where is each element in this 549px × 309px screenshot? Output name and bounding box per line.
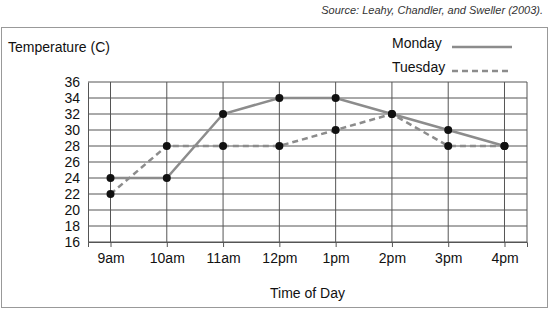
x-tick-label: 10am <box>150 250 185 266</box>
data-point <box>444 126 452 134</box>
series-line <box>111 114 505 194</box>
y-axis-title: Temperature (C) <box>8 39 110 55</box>
grid-line <box>88 130 527 131</box>
grid-line-vertical <box>166 82 167 242</box>
x-tick-mark <box>223 242 224 247</box>
x-tick-label: 9am <box>97 250 124 266</box>
y-tick-label: 24 <box>64 170 80 186</box>
data-point <box>275 142 283 150</box>
x-tick-label: 1pm <box>323 250 350 266</box>
x-tick-mark <box>504 242 505 247</box>
y-tick-label: 20 <box>64 202 80 218</box>
data-point <box>107 190 115 198</box>
legend-label: Tuesday <box>392 59 445 75</box>
y-tick-label: 16 <box>64 234 80 250</box>
y-tick-label: 36 <box>64 74 80 90</box>
data-point <box>332 94 340 102</box>
grid-line <box>88 82 527 83</box>
x-tick-label: 12pm <box>262 250 297 266</box>
grid-line-vertical <box>335 82 336 242</box>
y-tick-label: 32 <box>64 106 80 122</box>
grid-line-vertical <box>223 82 224 242</box>
data-point <box>444 142 452 150</box>
y-tick: 26 <box>64 154 88 170</box>
x-tick-mark <box>167 242 168 247</box>
x-tick: 12pm <box>262 242 297 266</box>
plot-frame <box>527 82 528 242</box>
x-tick: 1pm <box>323 242 350 266</box>
x-axis-line <box>89 243 528 248</box>
data-point <box>163 174 171 182</box>
data-point <box>332 126 340 134</box>
x-tick: 4pm <box>491 242 518 266</box>
data-point <box>388 110 396 118</box>
y-tick-label: 26 <box>64 154 80 170</box>
legend-swatch <box>452 70 512 73</box>
grid-line-vertical <box>448 82 449 242</box>
y-tick-label: 28 <box>64 138 80 154</box>
data-point <box>500 142 508 150</box>
x-tick-mark <box>336 242 337 247</box>
legend-swatch <box>452 46 512 49</box>
y-tick: 36 <box>64 74 88 90</box>
data-point <box>219 110 227 118</box>
data-point <box>275 94 283 102</box>
source-note: Source: Leahy, Chandler, and Sweller (20… <box>321 4 543 16</box>
grid-line <box>88 114 527 115</box>
y-tick: 24 <box>64 170 88 186</box>
y-tick-label: 34 <box>64 90 80 106</box>
x-tick-label: 3pm <box>435 250 462 266</box>
x-axis-title: Time of Day <box>270 285 345 301</box>
grid <box>88 82 527 242</box>
grid-line <box>88 162 527 163</box>
y-tick: 16 <box>64 234 88 250</box>
y-tick: 18 <box>64 218 88 234</box>
x-tick: 9am <box>97 242 124 266</box>
grid-line-vertical <box>504 82 505 242</box>
data-point <box>500 142 508 150</box>
legend-label: Monday <box>392 35 442 51</box>
chart-frame <box>2 28 548 308</box>
chart: Source: Leahy, Chandler, and Sweller (20… <box>0 0 549 309</box>
x-tick: 11am <box>207 242 241 266</box>
x-tick-label: 4pm <box>491 250 518 266</box>
x-tick-mark <box>279 242 280 247</box>
y-tick: 34 <box>64 90 88 106</box>
y-tick: 20 <box>64 202 88 218</box>
data-point <box>107 174 115 182</box>
x-tick: 3pm <box>435 242 462 266</box>
grid-line-vertical <box>279 82 280 242</box>
x-tick-label: 2pm <box>379 250 406 266</box>
data-point <box>163 142 171 150</box>
x-tick: 10am <box>150 242 185 266</box>
y-axis: 1618202224262830323436 <box>64 74 88 250</box>
y-tick: 30 <box>64 122 88 138</box>
grid-line-vertical <box>391 82 392 242</box>
y-tick: 22 <box>64 186 88 202</box>
x-tick-mark <box>111 242 112 247</box>
legend: Monday Tuesday <box>392 35 512 75</box>
y-axis-line <box>88 83 89 243</box>
y-tick: 32 <box>64 106 88 122</box>
data-point <box>388 110 396 118</box>
y-tick-label: 30 <box>64 122 80 138</box>
grid-line <box>88 226 527 227</box>
x-tick-mark <box>392 242 393 247</box>
y-tick: 28 <box>64 138 88 154</box>
y-tick-label: 22 <box>64 186 80 202</box>
marks <box>107 94 509 198</box>
y-tick-label: 18 <box>64 218 80 234</box>
x-tick-mark <box>448 242 449 247</box>
grid-line-vertical <box>110 82 111 242</box>
data-point <box>219 142 227 150</box>
grid-line <box>88 194 527 195</box>
grid-line <box>88 210 527 211</box>
x-tick: 2pm <box>379 242 406 266</box>
x-tick-label: 11am <box>207 250 241 266</box>
x-axis: 9am 10am 11am 12pm 1pm 2pm 3pm 4pm <box>89 242 528 266</box>
